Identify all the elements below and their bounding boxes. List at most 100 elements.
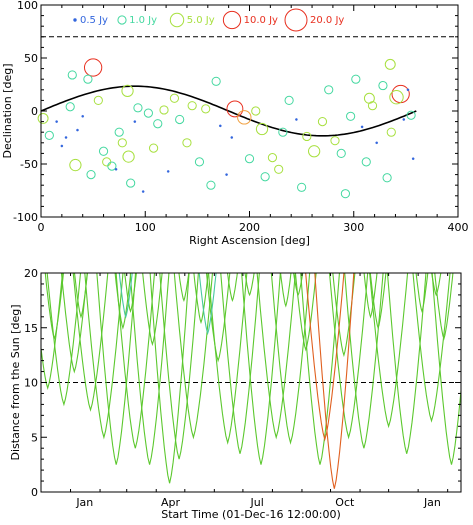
sun-distance-series-line [305,273,355,489]
source-point [194,157,205,167]
source-point [382,173,392,183]
source-point [206,180,216,190]
source-point [117,138,127,148]
source-point [302,131,312,142]
source-point [274,164,284,174]
source-point [159,105,169,115]
source-point [386,127,396,137]
source-point [121,84,134,97]
sun-distance-x-tick-label: Jan [423,496,441,509]
sun-distance-y-tick-label: 5 [31,431,38,444]
sky-map-x-tick-label: 200 [239,221,260,234]
source-point [153,119,163,129]
legend-label: 5.0 Jy [187,15,215,26]
source-point [384,58,396,70]
source-point [225,173,228,176]
source-point [148,143,159,153]
legend-marker [73,18,77,22]
sky-map-y-axis-label: Declination [deg] [1,64,14,159]
source-point [211,76,221,86]
sun-distance-y-tick-label: 0 [31,486,38,499]
sky-map-y-tick-label: 50 [24,52,38,65]
source-point [391,84,410,104]
source-point [219,124,222,128]
source-point [284,95,294,106]
source-point [360,125,364,129]
legend-label: 1.0 Jy [129,15,157,26]
source-point [187,101,197,111]
source-point [169,93,180,103]
source-point [83,74,93,84]
source-point [122,150,135,163]
source-point [402,118,406,121]
source-point [55,120,58,123]
source-point [378,80,388,91]
source-point [411,157,415,160]
sun-distance-series-line [60,273,429,484]
source-point [133,120,137,123]
sky-map-x-tick-label: 300 [343,221,364,234]
sky-map-panel: 0.5 Jy 1.0 Jy 5.0 Jy 10.0 Jy 20.0 Jy 0 100 200… [1,0,469,247]
sun-distance-y-tick-label: 10 [24,377,38,390]
source-point [114,127,124,137]
legend-label: 20.0 Jy [310,15,344,26]
legend-label: 10.0 Jy [244,15,278,26]
source-point [307,145,321,158]
sky-map-y-tick-label: 0 [31,105,38,118]
source-point [93,95,103,106]
sky-map-x-tick-label: 400 [448,221,469,234]
source-point [317,117,328,127]
sky-map-x-axis-label: Right Ascension [deg] [189,234,310,247]
source-point [60,144,64,148]
source-point [367,101,378,111]
source-point [251,106,261,116]
source-point [295,118,298,121]
sun-distance-y-tick-label: 20 [24,267,38,280]
legend-label: 0.5 Jy [80,15,108,26]
source-point [361,157,371,167]
sun-distance-series-line [46,273,451,465]
source-point [76,128,79,132]
source-point [297,182,307,192]
sun-distance-series-line [44,273,454,347]
sky-map-legend: 0.5 Jy 1.0 Jy 5.0 Jy 10.0 Jy 20.0 Jy [73,8,344,32]
sky-map-y-tick-label: 100 [17,0,38,12]
source-point [81,115,84,118]
source-point [114,167,118,171]
source-point [324,85,334,95]
sky-map-x-tick-label: 0 [38,221,45,234]
source-point [226,100,244,118]
source-point [237,110,252,125]
source-point [107,161,117,171]
source-point [260,172,270,182]
legend-marker [284,8,308,32]
sun-distance-series-line [73,273,442,358]
source-point [278,127,288,137]
sky-map-x-tick-label: 100 [135,221,156,234]
source-point [67,70,77,80]
legend-marker [169,12,185,28]
source-point [351,74,361,84]
sun-distance-series-line [118,273,217,335]
legend-marker [222,10,242,30]
source-point [201,104,211,114]
source-point [86,170,96,180]
source-point [83,58,103,77]
source-point [346,111,356,121]
source-point [244,154,255,164]
sun-distance-x-axis-label: Start Time (01-Dec-16 12:00:00) [161,508,341,521]
source-point [126,178,136,188]
sun-distance-x-tick-label: Apr [161,496,181,509]
source-point [406,88,410,92]
source-point [143,108,153,118]
sun-distance-panel: Jan Apr Jul Oct Jan 0 5 10 15 20 Start Time (01-D… [9,267,462,521]
sun-distance-frame [40,272,462,493]
source-point [230,136,234,139]
source-point [389,90,404,105]
source-point [182,138,192,148]
sky-map-frame [40,4,459,218]
sky-map-curve [40,85,417,137]
source-point [64,136,68,139]
source-point [37,112,49,124]
